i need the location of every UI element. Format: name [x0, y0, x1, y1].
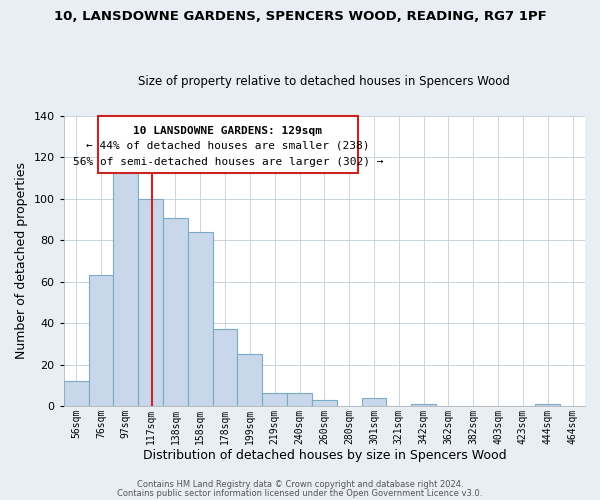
Bar: [262, 394, 287, 406]
Y-axis label: Number of detached properties: Number of detached properties: [15, 162, 28, 360]
Text: Contains HM Land Registry data © Crown copyright and database right 2024.: Contains HM Land Registry data © Crown c…: [137, 480, 463, 489]
Bar: [238, 354, 262, 406]
Text: 10 LANSDOWNE GARDENS: 129sqm: 10 LANSDOWNE GARDENS: 129sqm: [133, 126, 322, 136]
FancyBboxPatch shape: [98, 116, 358, 172]
X-axis label: Distribution of detached houses by size in Spencers Wood: Distribution of detached houses by size …: [143, 450, 506, 462]
Bar: [411, 404, 436, 406]
Text: 10, LANSDOWNE GARDENS, SPENCERS WOOD, READING, RG7 1PF: 10, LANSDOWNE GARDENS, SPENCERS WOOD, RE…: [53, 10, 547, 23]
Bar: [212, 330, 238, 406]
Bar: [312, 400, 337, 406]
Bar: [362, 398, 386, 406]
Text: 56% of semi-detached houses are larger (302) →: 56% of semi-detached houses are larger (…: [73, 156, 383, 166]
Bar: [287, 394, 312, 406]
Bar: [163, 218, 188, 406]
Bar: [535, 404, 560, 406]
Bar: [188, 232, 212, 406]
Text: ← 44% of detached houses are smaller (238): ← 44% of detached houses are smaller (23…: [86, 140, 370, 150]
Bar: [64, 381, 89, 406]
Bar: [113, 172, 138, 406]
Title: Size of property relative to detached houses in Spencers Wood: Size of property relative to detached ho…: [139, 76, 510, 88]
Text: Contains public sector information licensed under the Open Government Licence v3: Contains public sector information licen…: [118, 488, 482, 498]
Bar: [89, 276, 113, 406]
Bar: [138, 199, 163, 406]
